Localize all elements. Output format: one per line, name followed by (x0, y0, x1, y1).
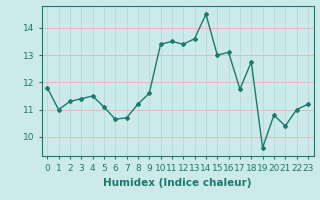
X-axis label: Humidex (Indice chaleur): Humidex (Indice chaleur) (103, 178, 252, 188)
